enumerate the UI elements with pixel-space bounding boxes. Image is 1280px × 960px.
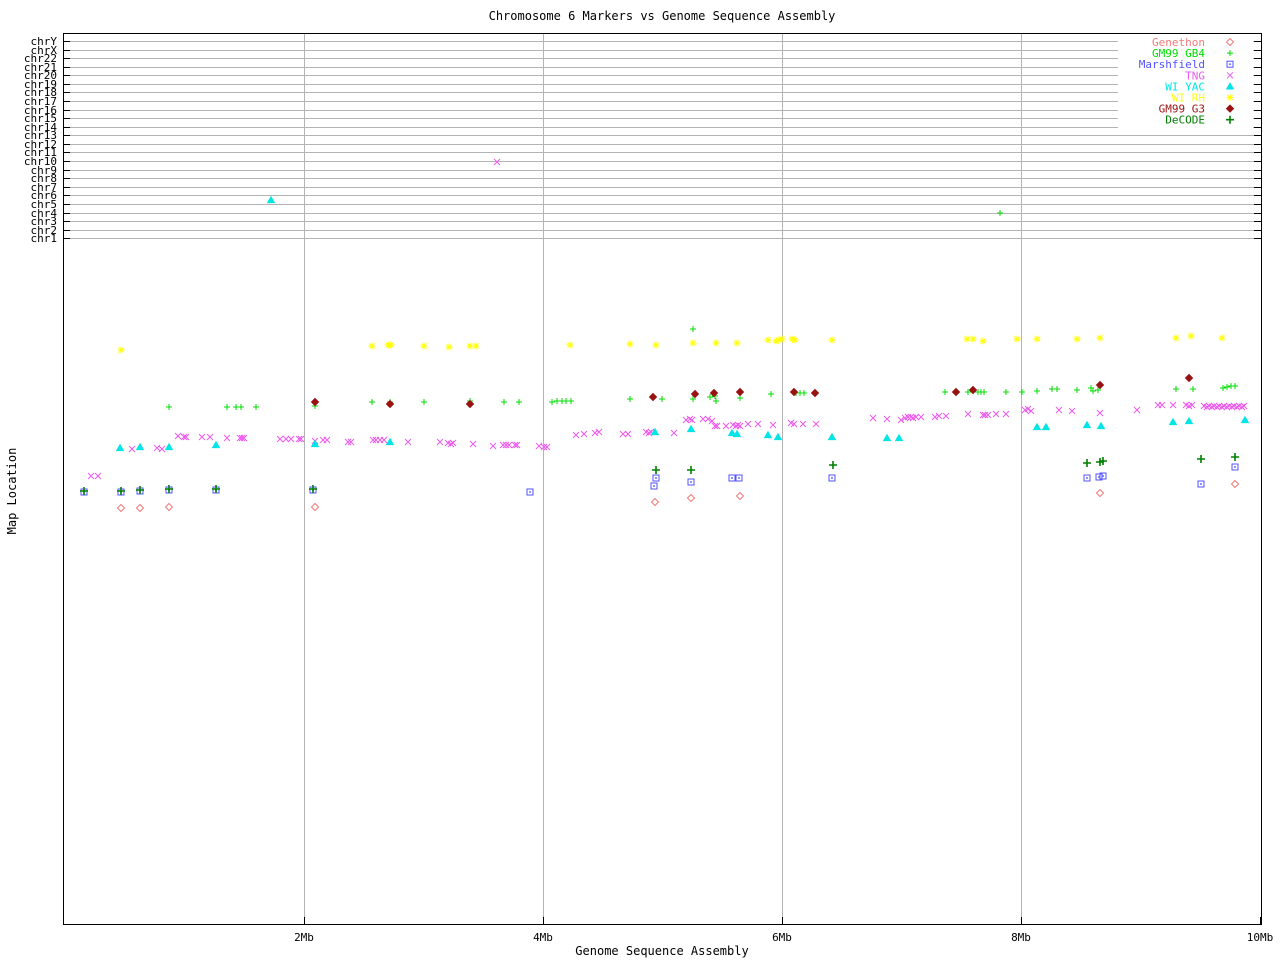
chrom-label-chr6: chr6 <box>31 189 58 202</box>
chrom-label-chrX: chrX <box>31 44 58 57</box>
chrom-label-chr10: chr10 <box>24 155 57 168</box>
chrom-label-chr22: chr22 <box>24 52 57 65</box>
legend-entry-tng: TNG <box>1185 69 1234 82</box>
svg-text:GM99 GB4: GM99 GB4 <box>1152 47 1205 60</box>
wi-rh-marker-icon <box>1226 94 1234 101</box>
series-marshfield <box>80 463 1239 496</box>
plot-frame <box>63 33 1262 925</box>
legend-entry-genethon: Genethon <box>1152 36 1235 49</box>
chrom-label-chr5: chr5 <box>31 198 58 211</box>
svg-text:GM99 G3: GM99 G3 <box>1159 103 1205 116</box>
chrom-label-chr9: chr9 <box>31 164 58 177</box>
x-tick-label-4Mb: 4Mb <box>533 931 553 944</box>
series-decode <box>80 453 1239 495</box>
chrom-label-chr15: chr15 <box>24 112 57 125</box>
chrom-label-chr19: chr19 <box>24 78 57 91</box>
svg-text:WI YAC: WI YAC <box>1165 80 1205 93</box>
chrom-label-chr2: chr2 <box>31 224 58 237</box>
series-wi-rh <box>117 332 1226 354</box>
svg-text:TNG: TNG <box>1185 69 1205 82</box>
chrom-label-chr7: chr7 <box>31 181 58 194</box>
x-tick-label-8Mb: 8Mb <box>1011 931 1031 944</box>
decode-marker-icon <box>1226 115 1234 124</box>
legend-entry-wi-rh: WI RH <box>1172 92 1234 105</box>
x-tick-label-10Mb: 10Mb <box>1247 931 1274 944</box>
svg-text:Marshfield: Marshfield <box>1139 58 1205 71</box>
chrom-label-chr3: chr3 <box>31 215 58 228</box>
axis-ticks <box>63 41 1261 924</box>
marshfield-marker-icon <box>1226 60 1234 68</box>
legend-entry-wi-yac: WI YAC <box>1165 80 1235 93</box>
chrom-label-chr4: chr4 <box>31 207 58 220</box>
chart-title: Chromosome 6 Markers vs Genome Sequence … <box>488 9 836 23</box>
legend-entry-decode: DeCODE <box>1165 114 1234 127</box>
gm99-gb4-marker-icon <box>1227 50 1233 57</box>
chrom-label-chr8: chr8 <box>31 172 58 185</box>
chrom-label-chr14: chr14 <box>24 121 57 134</box>
chromosome-labels: chrYchrXchr22chr21chr20chr19chr18chr17ch… <box>24 35 57 245</box>
legend-entry-gm99-g3: GM99 G3 <box>1159 103 1235 116</box>
series-wi-yac <box>115 195 1250 452</box>
chrom-label-chr16: chr16 <box>24 104 57 117</box>
tng-marker-icon <box>1226 71 1234 79</box>
legend-entry-gm99-gb4: GM99 GB4 <box>1152 47 1233 60</box>
gridlines <box>63 33 1261 924</box>
gm99-g3-marker-icon <box>1225 104 1235 113</box>
chrom-label-chr13: chr13 <box>24 129 57 142</box>
svg-text:WI RH: WI RH <box>1172 92 1205 105</box>
genethon-marker-icon <box>1225 37 1235 47</box>
legend-entry-marshfield: Marshfield <box>1139 58 1234 71</box>
chrom-label-chr17: chr17 <box>24 95 57 108</box>
x-tick-labels: 2Mb 4Mb 6Mb 8Mb 10Mb <box>294 931 1273 944</box>
series-gm99-g3 <box>310 373 1194 409</box>
x-tick-label-2Mb: 2Mb <box>294 931 314 944</box>
chrom-label-chr20: chr20 <box>24 69 57 82</box>
series-genethon <box>116 479 1240 513</box>
legend-background <box>1118 34 1253 128</box>
x-axis-label: Genome Sequence Assembly <box>575 944 749 958</box>
chrom-label-chr1: chr1 <box>31 232 58 245</box>
chrom-label-chr11: chr11 <box>24 146 57 159</box>
chrom-label-chrY: chrY <box>31 35 58 48</box>
x-tick-label-6Mb: 6Mb <box>772 931 792 944</box>
wi-yac-marker-icon <box>1225 82 1235 90</box>
series-tng <box>87 158 1248 480</box>
series-gm99-gb4 <box>166 210 1238 410</box>
chrom-label-chr21: chr21 <box>24 61 57 74</box>
chrom-label-chr18: chr18 <box>24 86 57 99</box>
svg-text:Genethon: Genethon <box>1152 36 1205 49</box>
chrom-label-chr12: chr12 <box>24 138 57 151</box>
svg-text:DeCODE: DeCODE <box>1165 114 1205 127</box>
